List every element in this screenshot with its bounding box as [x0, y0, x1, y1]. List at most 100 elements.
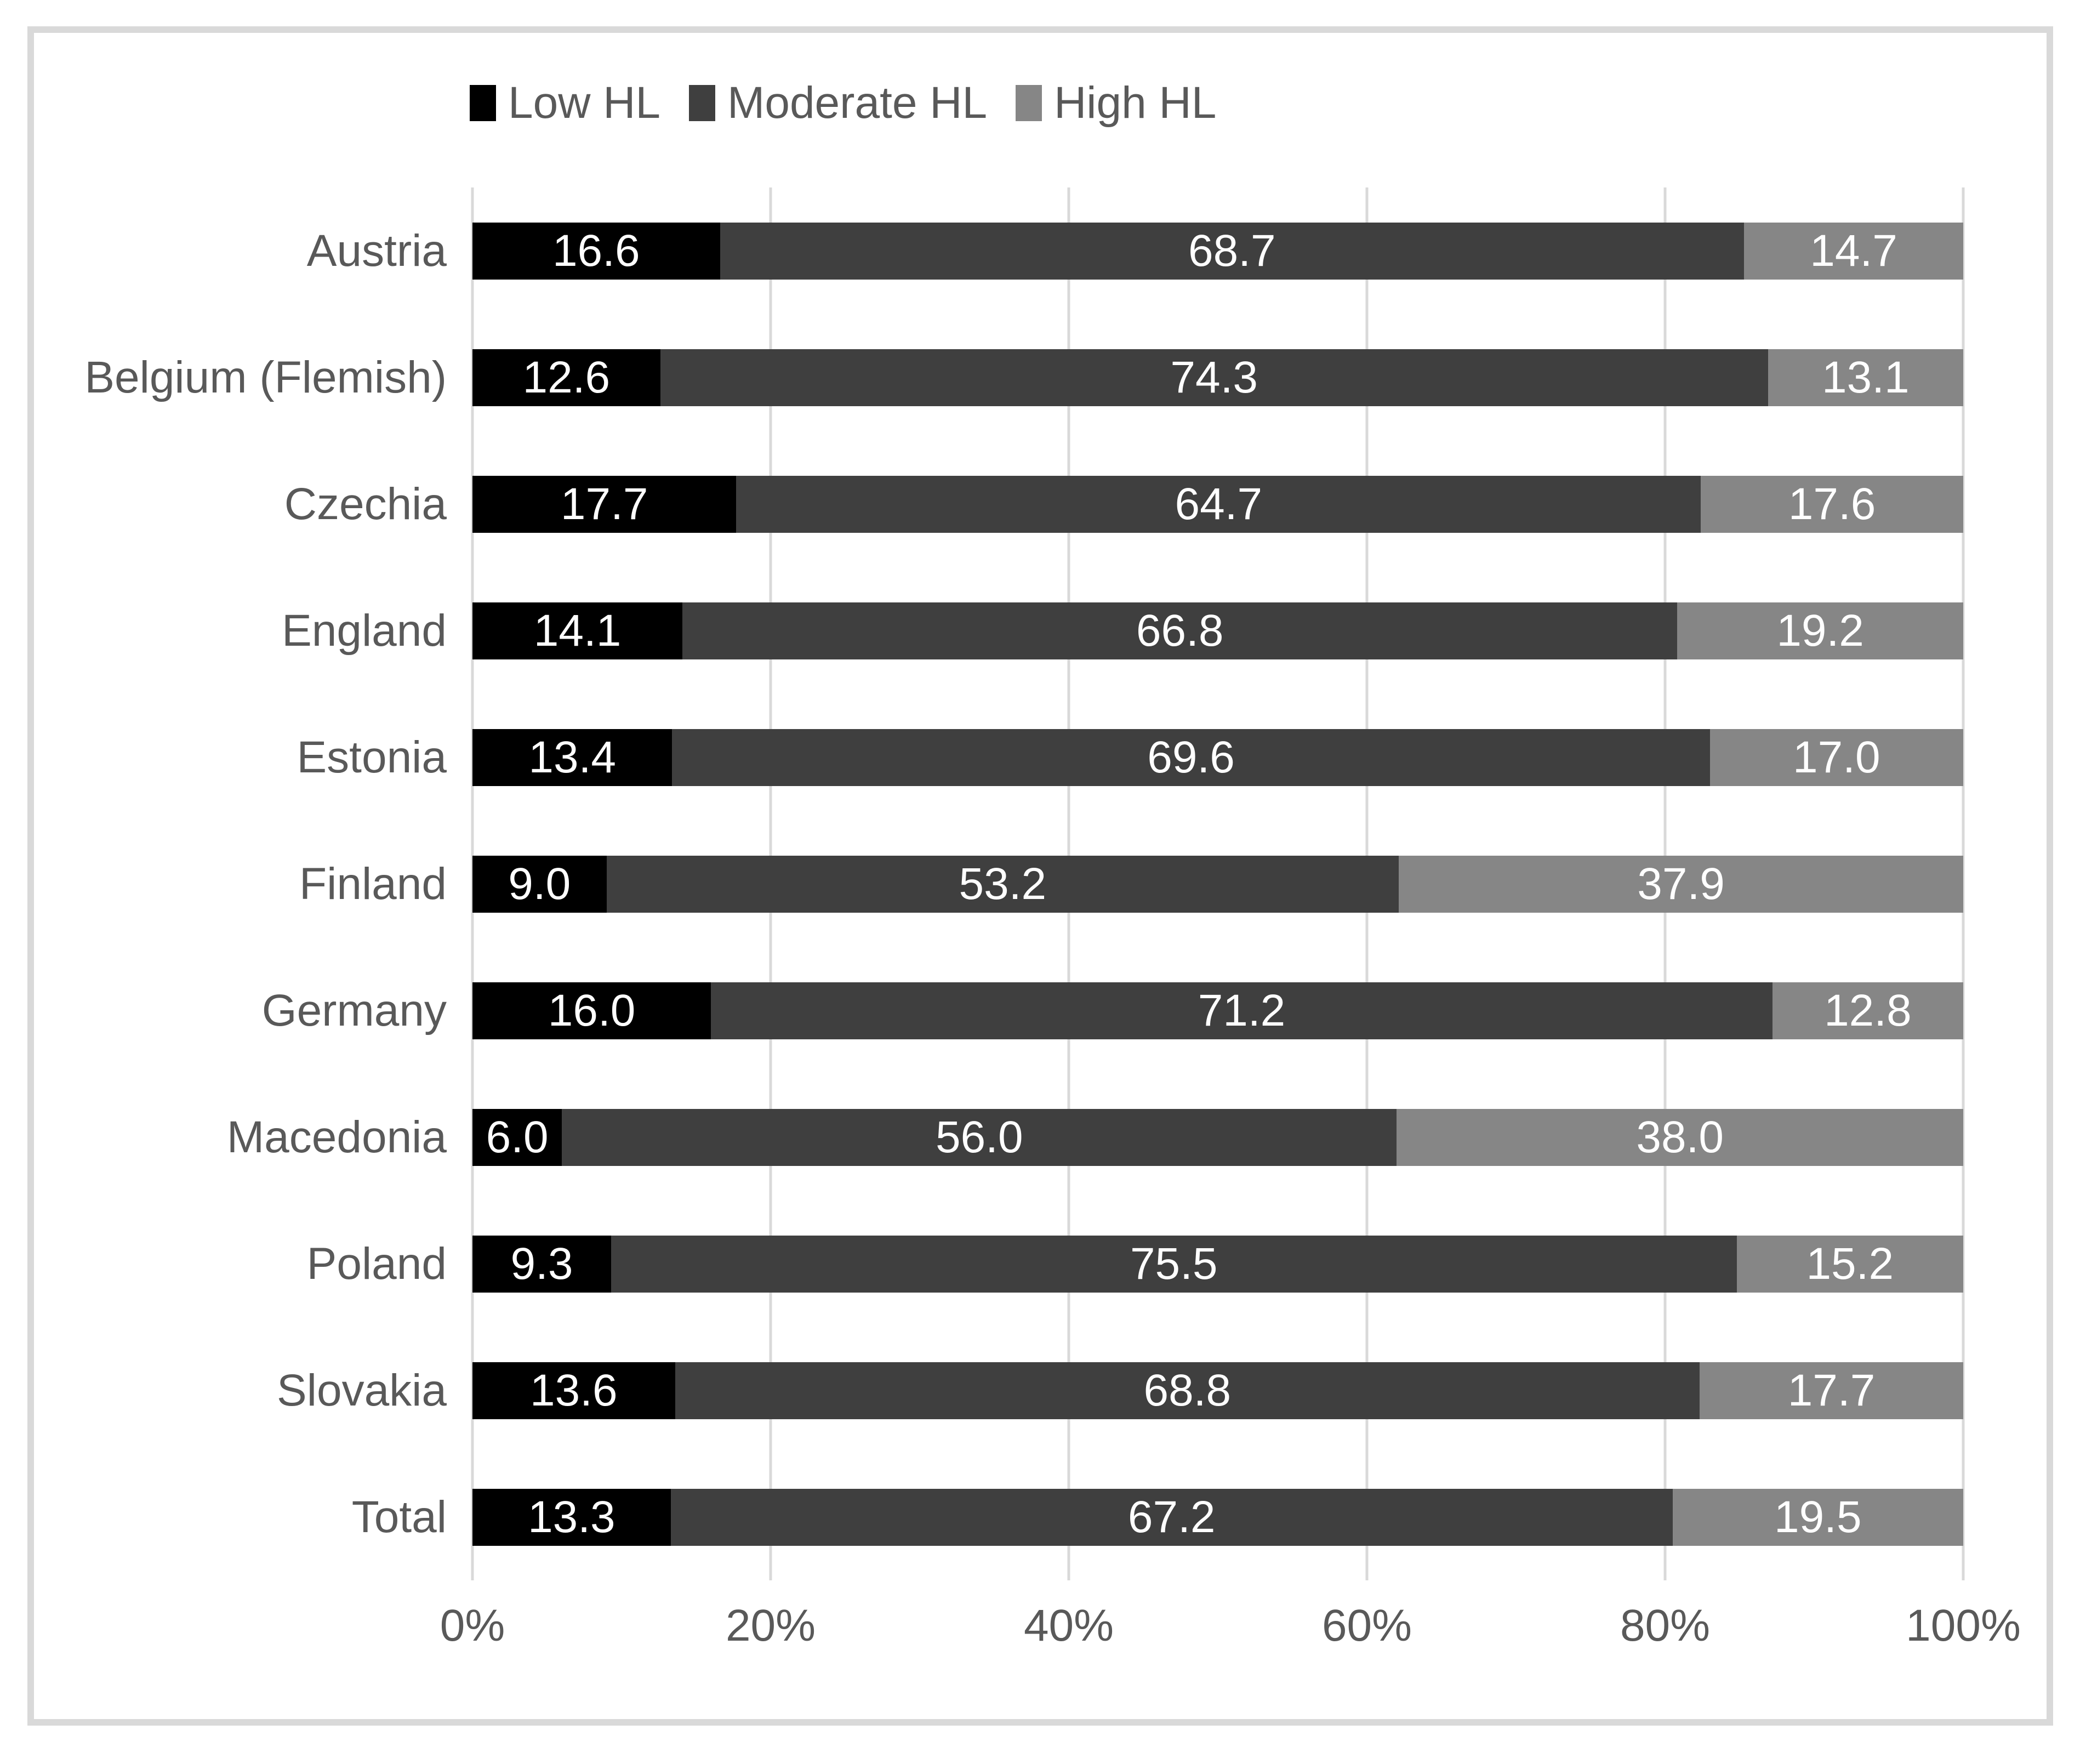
- bar-segment-poland-high-hl: 15.2: [1736, 1235, 1963, 1293]
- bar-value-macedonia-high-hl: 38.0: [1636, 1112, 1724, 1162]
- category-label-slovakia: Slovakia: [277, 1365, 447, 1415]
- gridline-100: [1962, 187, 1965, 1580]
- bar-segment-total-high-hl: 19.5: [1672, 1488, 1963, 1546]
- bar-value-austria-high-hl: 14.7: [1810, 225, 1897, 276]
- bar-value-estonia-low-hl: 13.4: [528, 732, 617, 782]
- bar-segment-total-low-hl: 13.3: [472, 1488, 671, 1546]
- bar-row-belgium-flemish: 12.6 74.3 13.1: [472, 349, 1963, 406]
- bar-segment-england-moderate-hl: 66.8: [682, 602, 1678, 659]
- bar-row-macedonia: 6.0 56.0 38.0: [472, 1108, 1963, 1166]
- bar-value-slovakia-low-hl: 13.6: [529, 1365, 618, 1415]
- x-tick-label-80: 80%: [1620, 1601, 1711, 1651]
- bar-segment-england-high-hl: 19.2: [1677, 602, 1963, 659]
- bar-segment-estonia-low-hl: 13.4: [472, 729, 672, 786]
- bar-row-germany: 16.0 71.2 12.8: [472, 982, 1963, 1039]
- bar-value-czechia-moderate-hl: 64.7: [1175, 479, 1263, 529]
- x-tick-label-20: 20%: [725, 1601, 816, 1651]
- category-label-england: England: [282, 605, 447, 656]
- bar-value-england-low-hl: 14.1: [533, 605, 622, 656]
- bar-segment-belgium-flemish-moderate-hl: 74.3: [660, 349, 1768, 406]
- bar-value-macedonia-low-hl: 6.0: [486, 1112, 549, 1162]
- category-label-belgium-flemish: Belgium (Flemish): [84, 352, 447, 402]
- bar-segment-macedonia-high-hl: 38.0: [1397, 1108, 1963, 1166]
- bar-value-total-moderate-hl: 67.2: [1127, 1492, 1216, 1542]
- bar-segment-germany-high-hl: 12.8: [1772, 982, 1963, 1039]
- bar-value-estonia-moderate-hl: 69.6: [1147, 732, 1235, 782]
- bar-value-belgium-flemish-low-hl: 12.6: [522, 352, 611, 402]
- bar-value-england-high-hl: 19.2: [1776, 605, 1864, 656]
- x-tick-label-0: 0%: [440, 1601, 505, 1651]
- legend-item-moderate-hl: Moderate HL: [689, 81, 987, 126]
- legend-swatch-high-hl-icon: [1016, 85, 1042, 121]
- bar-segment-england-low-hl: 14.1: [472, 602, 683, 659]
- category-label-finland: Finland: [299, 858, 447, 909]
- bar-value-belgium-flemish-moderate-hl: 74.3: [1170, 352, 1258, 402]
- bar-segment-estonia-high-hl: 17.0: [1709, 729, 1963, 786]
- bar-row-czechia: 17.7 64.7 17.6: [472, 475, 1963, 533]
- bar-segment-macedonia-low-hl: 6.0: [472, 1108, 562, 1166]
- category-label-poland: Poland: [306, 1238, 447, 1289]
- bar-value-czechia-high-hl: 17.6: [1788, 479, 1876, 529]
- category-label-total: Total: [351, 1492, 447, 1542]
- x-tick-label-100: 100%: [1906, 1601, 2021, 1651]
- legend-item-low-hl: Low HL: [470, 81, 660, 126]
- bar-row-total: 13.3 67.2 19.5: [472, 1488, 1963, 1546]
- bar-row-england: 14.1 66.8 19.2: [472, 602, 1963, 659]
- bar-segment-belgium-flemish-low-hl: 12.6: [472, 349, 660, 406]
- bar-value-poland-high-hl: 15.2: [1806, 1238, 1894, 1289]
- chart-legend: Low HL Moderate HL High HL: [470, 70, 1216, 136]
- bar-value-macedonia-moderate-hl: 56.0: [935, 1112, 1023, 1162]
- bar-value-slovakia-high-hl: 17.7: [1787, 1365, 1876, 1415]
- bar-value-total-low-hl: 13.3: [528, 1492, 615, 1542]
- legend-swatch-low-hl-icon: [470, 85, 496, 121]
- bar-segment-austria-moderate-hl: 68.7: [720, 222, 1745, 280]
- plot-area: 16.6 68.7 14.7 12.6 74.3 13.1 17.7 64.7 17.6 14.1…: [471, 187, 1965, 1580]
- category-label-macedonia: Macedonia: [226, 1112, 447, 1162]
- bar-row-slovakia: 13.6 68.8 17.7: [472, 1362, 1963, 1419]
- bar-segment-austria-low-hl: 16.6: [472, 222, 720, 280]
- bar-value-belgium-flemish-high-hl: 13.1: [1822, 352, 1910, 402]
- bar-segment-finland-low-hl: 9.0: [472, 855, 607, 913]
- bar-value-austria-low-hl: 16.6: [552, 225, 640, 276]
- bar-value-czechia-low-hl: 17.7: [560, 479, 648, 529]
- category-label-austria: Austria: [306, 225, 447, 276]
- bar-segment-slovakia-moderate-hl: 68.8: [675, 1362, 1700, 1419]
- bar-segment-belgium-flemish-high-hl: 13.1: [1768, 349, 1963, 406]
- bar-segment-slovakia-low-hl: 13.6: [472, 1362, 675, 1419]
- bar-segment-czechia-moderate-hl: 64.7: [736, 475, 1701, 533]
- bar-value-poland-moderate-hl: 75.5: [1130, 1238, 1218, 1289]
- bar-segment-czechia-low-hl: 17.7: [472, 475, 737, 533]
- bar-segment-macedonia-moderate-hl: 56.0: [562, 1108, 1397, 1166]
- bar-value-germany-moderate-hl: 71.2: [1198, 985, 1286, 1035]
- legend-label-moderate-hl: Moderate HL: [727, 78, 988, 128]
- bar-value-total-high-hl: 19.5: [1774, 1492, 1862, 1542]
- legend-item-high-hl: High HL: [1016, 81, 1216, 126]
- legend-label-high-hl: High HL: [1054, 78, 1217, 128]
- bar-segment-poland-low-hl: 9.3: [472, 1235, 611, 1293]
- bar-segment-poland-moderate-hl: 75.5: [611, 1235, 1737, 1293]
- category-label-czechia: Czechia: [284, 479, 447, 529]
- bar-segment-finland-moderate-hl: 53.2: [606, 855, 1399, 913]
- x-tick-label-40: 40%: [1023, 1601, 1114, 1651]
- bar-value-germany-low-hl: 16.0: [548, 985, 636, 1035]
- legend-label-low-hl: Low HL: [508, 78, 661, 128]
- bar-value-finland-moderate-hl: 53.2: [959, 858, 1047, 909]
- category-label-estonia: Estonia: [297, 732, 447, 782]
- bar-value-finland-low-hl: 9.0: [508, 858, 571, 909]
- bar-row-finland: 9.0 53.2 37.9: [472, 855, 1963, 913]
- bar-segment-germany-moderate-hl: 71.2: [711, 982, 1772, 1039]
- bar-segment-slovakia-high-hl: 17.7: [1700, 1362, 1963, 1419]
- bar-value-england-moderate-hl: 66.8: [1136, 605, 1224, 656]
- bar-segment-austria-high-hl: 14.7: [1744, 222, 1963, 280]
- bar-row-estonia: 13.4 69.6 17.0: [472, 729, 1963, 786]
- bar-segment-czechia-high-hl: 17.6: [1701, 475, 1963, 533]
- bar-value-poland-low-hl: 9.3: [510, 1238, 573, 1289]
- bar-row-austria: 16.6 68.7 14.7: [472, 222, 1963, 280]
- bar-segment-germany-low-hl: 16.0: [472, 982, 711, 1039]
- bar-value-slovakia-moderate-hl: 68.8: [1143, 1365, 1232, 1415]
- bar-value-finland-high-hl: 37.9: [1637, 858, 1725, 909]
- bar-value-estonia-high-hl: 17.0: [1792, 732, 1880, 782]
- legend-swatch-moderate-hl-icon: [689, 85, 716, 121]
- bar-value-germany-high-hl: 12.8: [1824, 985, 1912, 1035]
- category-label-germany: Germany: [261, 985, 447, 1035]
